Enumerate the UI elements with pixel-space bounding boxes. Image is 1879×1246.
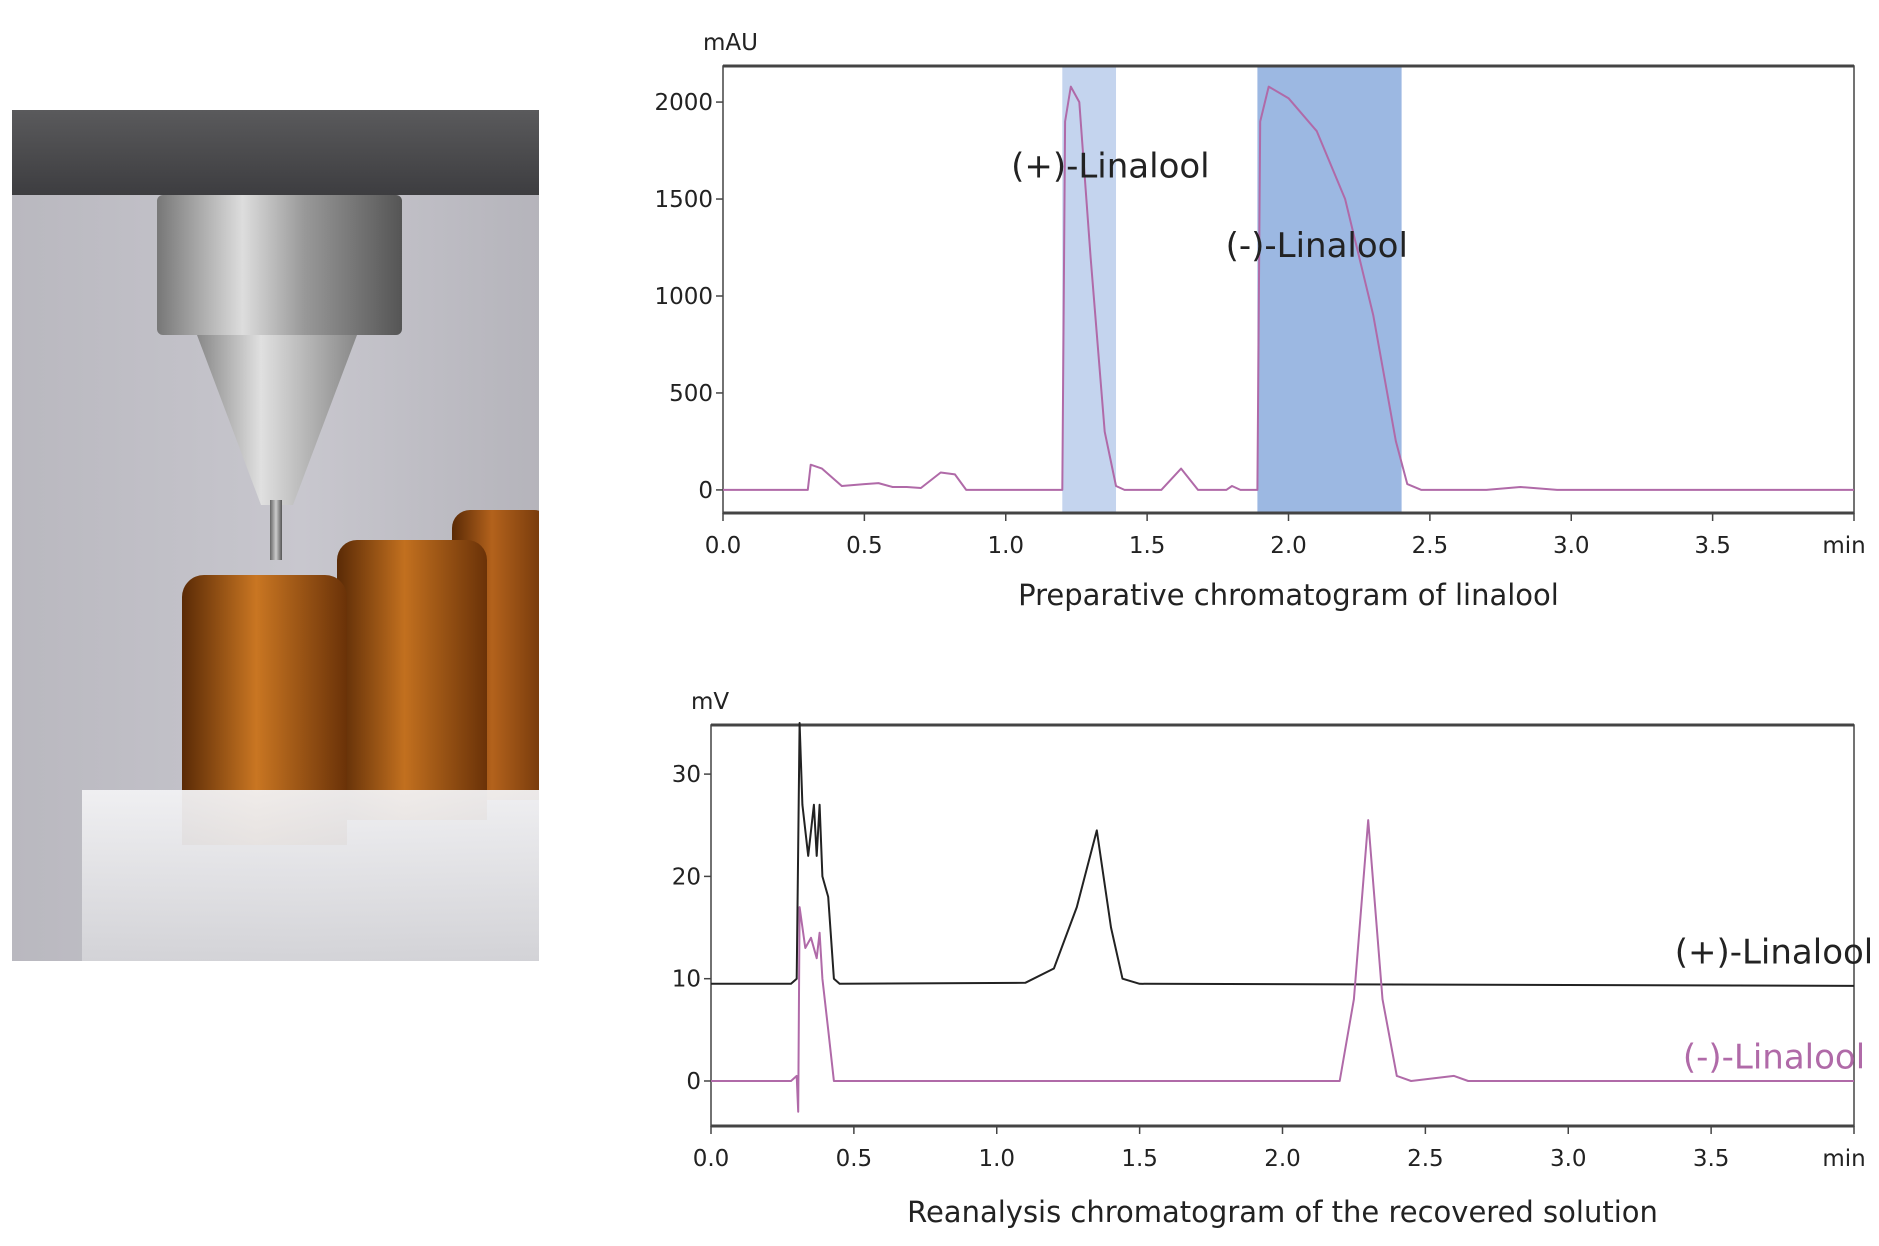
series-line-linalool — [711, 722, 1855, 987]
needle — [270, 500, 282, 560]
chart-title: Preparative chromatogram of linalool — [1018, 578, 1559, 612]
y-axis-unit: mV — [691, 689, 729, 715]
y-tick-label: 2000 — [654, 90, 713, 116]
x-tick-label: 2.5 — [1412, 533, 1449, 559]
x-tick-label: 1.0 — [987, 533, 1024, 559]
y-tick-label: 0 — [698, 478, 713, 504]
nozzle-collar — [157, 195, 402, 335]
x-axis-unit: min — [1822, 1146, 1865, 1172]
y-tick-label: 20 — [672, 864, 701, 890]
y-tick-label: 10 — [672, 967, 701, 993]
peak-label: (-)-Linalool — [1683, 1038, 1865, 1078]
x-tick-label: 1.5 — [1129, 533, 1166, 559]
x-tick-label: 0.5 — [846, 533, 883, 559]
y-tick-label: 500 — [669, 381, 713, 407]
x-tick-label: 0.0 — [693, 1146, 730, 1172]
x-tick-label: 1.0 — [978, 1146, 1015, 1172]
y-tick-label: 1000 — [654, 284, 713, 310]
fraction-collector-photo — [12, 110, 539, 961]
x-tick-label: 2.5 — [1407, 1146, 1444, 1172]
x-axis-unit: min — [1822, 533, 1865, 559]
x-tick-label: 3.0 — [1550, 1146, 1587, 1172]
fraction-band — [1257, 66, 1402, 513]
chart-title: Reanalysis chromatogram of the recovered… — [907, 1195, 1658, 1229]
y-tick-label: 1500 — [654, 187, 713, 213]
x-tick-label: 0.5 — [836, 1146, 873, 1172]
peak-label: (-)-Linalool — [1226, 226, 1408, 266]
x-tick-label: 1.5 — [1121, 1146, 1158, 1172]
x-tick-label: 3.5 — [1693, 1146, 1730, 1172]
collector-arm — [12, 110, 539, 195]
x-tick-label: 0.0 — [705, 533, 742, 559]
series-line-preparative — [723, 85, 1854, 491]
x-tick-label: 2.0 — [1270, 533, 1307, 559]
chart-1: 0 500 1000 1500 2000 0.0 0.5 1.0 1.5 2.0 2.5 3.0 3.5… — [654, 30, 1865, 612]
vial-rack — [82, 790, 539, 961]
series-line-linalool — [711, 819, 1854, 1113]
peak-label: (+)-Linalool — [1675, 932, 1874, 972]
chart-2: 0 10 20 30 0.0 0.5 1.0 1.5 2.0 2.5 3.0 3.5 min mV Rean… — [672, 689, 1874, 1229]
y-axis-unit: mAU — [703, 30, 758, 56]
peak-label: (+)-Linalool — [1011, 147, 1210, 187]
x-tick-label: 3.5 — [1694, 533, 1731, 559]
y-tick-label: 30 — [672, 762, 701, 788]
vial — [337, 540, 487, 820]
x-tick-label: 3.0 — [1553, 533, 1590, 559]
y-tick-label: 0 — [686, 1069, 701, 1095]
x-tick-label: 2.0 — [1264, 1146, 1301, 1172]
